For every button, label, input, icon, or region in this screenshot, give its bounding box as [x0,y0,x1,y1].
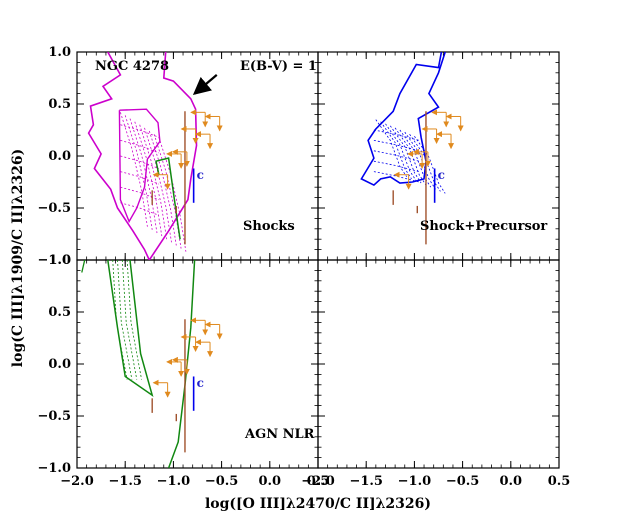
x-tick-label: 0.5 [548,474,571,489]
shocks-model-cross [120,155,160,169]
x-tick-label: −1.5 [349,474,383,489]
panel-agn-marks: c [81,260,223,468]
x-tick-label: 0.0 [499,474,522,489]
shocks-model-cross [120,124,160,138]
agn-grid-outline [107,260,154,397]
chart-marks: c c c [81,52,464,468]
x-tick-label: −0.5 [446,474,480,489]
panel-label-shocks: Shocks [243,219,295,234]
agn-model-track [126,260,142,380]
shocks-model-track [124,115,153,230]
x-tick-label: −1.0 [157,474,191,489]
reddening-arrow [192,74,218,96]
shocks-model-cross [120,186,160,201]
precursor-model-track [385,123,417,182]
precursor-model-track [389,125,422,184]
precursor-model-track [394,127,427,186]
object-label: NGC 4278 [95,59,169,74]
precursor-model-track [399,129,432,188]
precursor-model-track [375,119,408,178]
panel-shocks-marks: c [87,52,223,260]
component-letter: c [197,376,204,390]
shocks-model-track [129,118,158,234]
x-tick-label: −1.0 [398,474,432,489]
shocks-model-cross [120,202,160,216]
panel-frame-4 [317,259,560,469]
y-tick-label: −0.5 [37,409,71,424]
y-tick-label: −0.5 [37,201,71,216]
precursor-model-cross [373,129,420,141]
precursor-envelope [360,52,446,187]
x-tick-label: 0.5 [307,474,330,489]
agn-model-track [121,260,138,380]
precursor-model-track [414,135,446,194]
precursor-model-track [380,121,412,180]
y-tick-label: 0.0 [48,149,71,164]
agn-edge-track [81,260,86,273]
x-tick-label: −2.0 [301,474,335,489]
agn-model-track [117,260,133,380]
component-letter: c [197,168,204,182]
y-tick-label: −1.0 [37,461,71,476]
precursor-model-cross [373,140,420,152]
reddening-label: E(B-V) = 1 [240,59,317,74]
tick-labels: −1.0−0.50.00.51.0−1.0−0.50.00.51.0−2.0 −1… [37,45,570,489]
component-letter: c [438,168,445,182]
x-tick-label: −0.5 [205,474,239,489]
shocks-model-cross [120,140,160,154]
shocks-model-cross [120,171,160,185]
y-tick-label: 0.0 [48,357,71,372]
panel-label-agn: AGN NLR [244,427,315,442]
precursor-model-track [404,131,436,190]
x-tick-label: −2.0 [60,474,94,489]
y-tick-label: −1.0 [37,253,71,268]
shocks-envelope-left [87,52,151,260]
panel-precursor-marks: c [360,52,464,245]
shocks-envelope-right [148,52,198,260]
y-tick-label: 1.0 [48,45,71,60]
y-tick-label: 0.5 [48,97,71,112]
y-axis-label: log(C III]λ1909/C II]λ2326) [10,149,26,367]
precursor-model-track [409,133,441,192]
precursor-model-cross [373,150,420,162]
agn-model-track [112,260,128,380]
x-axis-label: log([O III]λ2470/C II]λ2326) [205,496,431,512]
x-tick-label: −1.5 [108,474,142,489]
y-tick-label: 0.5 [48,305,71,320]
x-tick-label: 0.0 [258,474,281,489]
axis-ticks [76,51,560,469]
panel-label-precursor: Shock+Precursor [420,219,547,234]
y-tick-label: 1.0 [48,253,71,268]
precursor-model-cross [373,160,420,172]
agn-track-in-shocks [155,157,181,240]
